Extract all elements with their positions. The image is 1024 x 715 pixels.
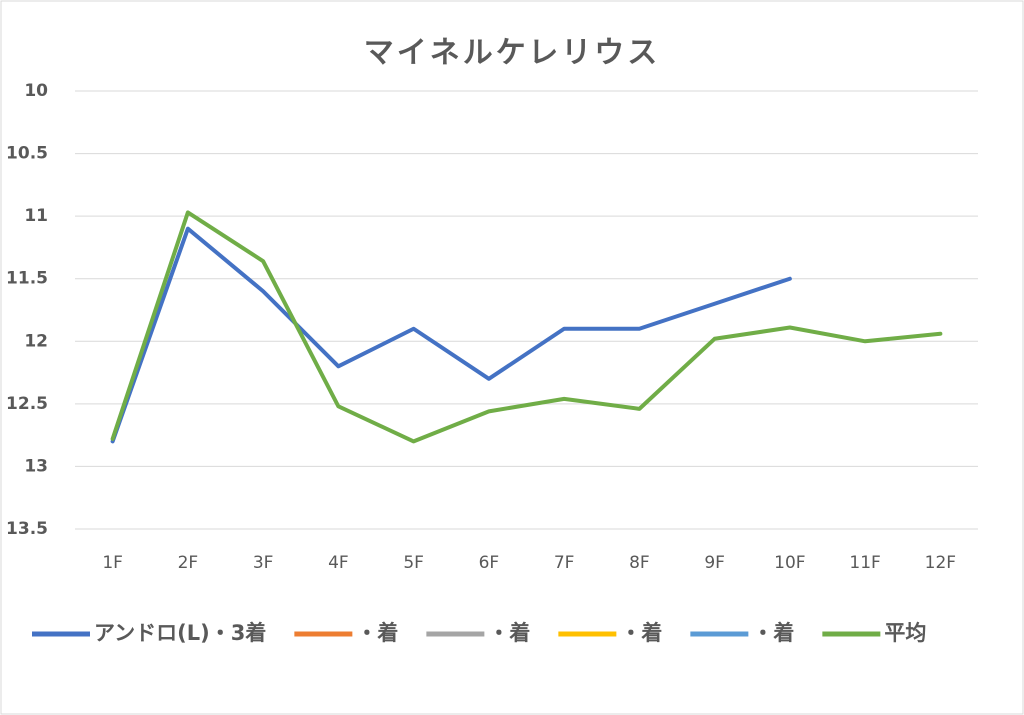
x-tick-label: 4F [328,553,349,573]
x-tick-label: 1F [102,553,123,573]
x-tick-label: 11F [849,553,880,573]
legend-label: ・着 [356,621,398,645]
legend-label: 平均 [884,621,926,645]
x-tick-label: 5F [403,553,424,573]
x-tick-label: 7F [554,553,575,573]
legend-label: ・着 [620,621,662,645]
legend-label: ・着 [488,621,530,645]
line-series [110,210,943,444]
y-tick-label: 11.5 [6,269,48,289]
legend-label: ・着 [752,621,794,645]
y-tick-label: 12.5 [6,394,48,414]
x-tick-label: 10F [774,553,805,573]
y-tick-label: 10 [24,81,48,101]
y-tick-label: 12 [24,331,48,351]
y-tick-label: 13 [24,456,48,476]
x-tick-label: 3F [253,553,274,573]
x-tick-label: 2F [178,553,199,573]
x-tick-label: 12F [925,553,956,573]
line-series [110,226,792,444]
x-tick-label: 6F [479,553,500,573]
y-tick-label: 11 [24,206,48,226]
y-tick-label: 13.5 [6,519,48,539]
x-tick-label: 8F [629,553,650,573]
legend-label: アンドロ(L)・3着 [94,621,266,645]
chart-title: マイネルケレリウス [364,36,660,71]
y-tick-label: 10.5 [6,144,48,164]
x-tick-label: 9F [704,553,725,573]
